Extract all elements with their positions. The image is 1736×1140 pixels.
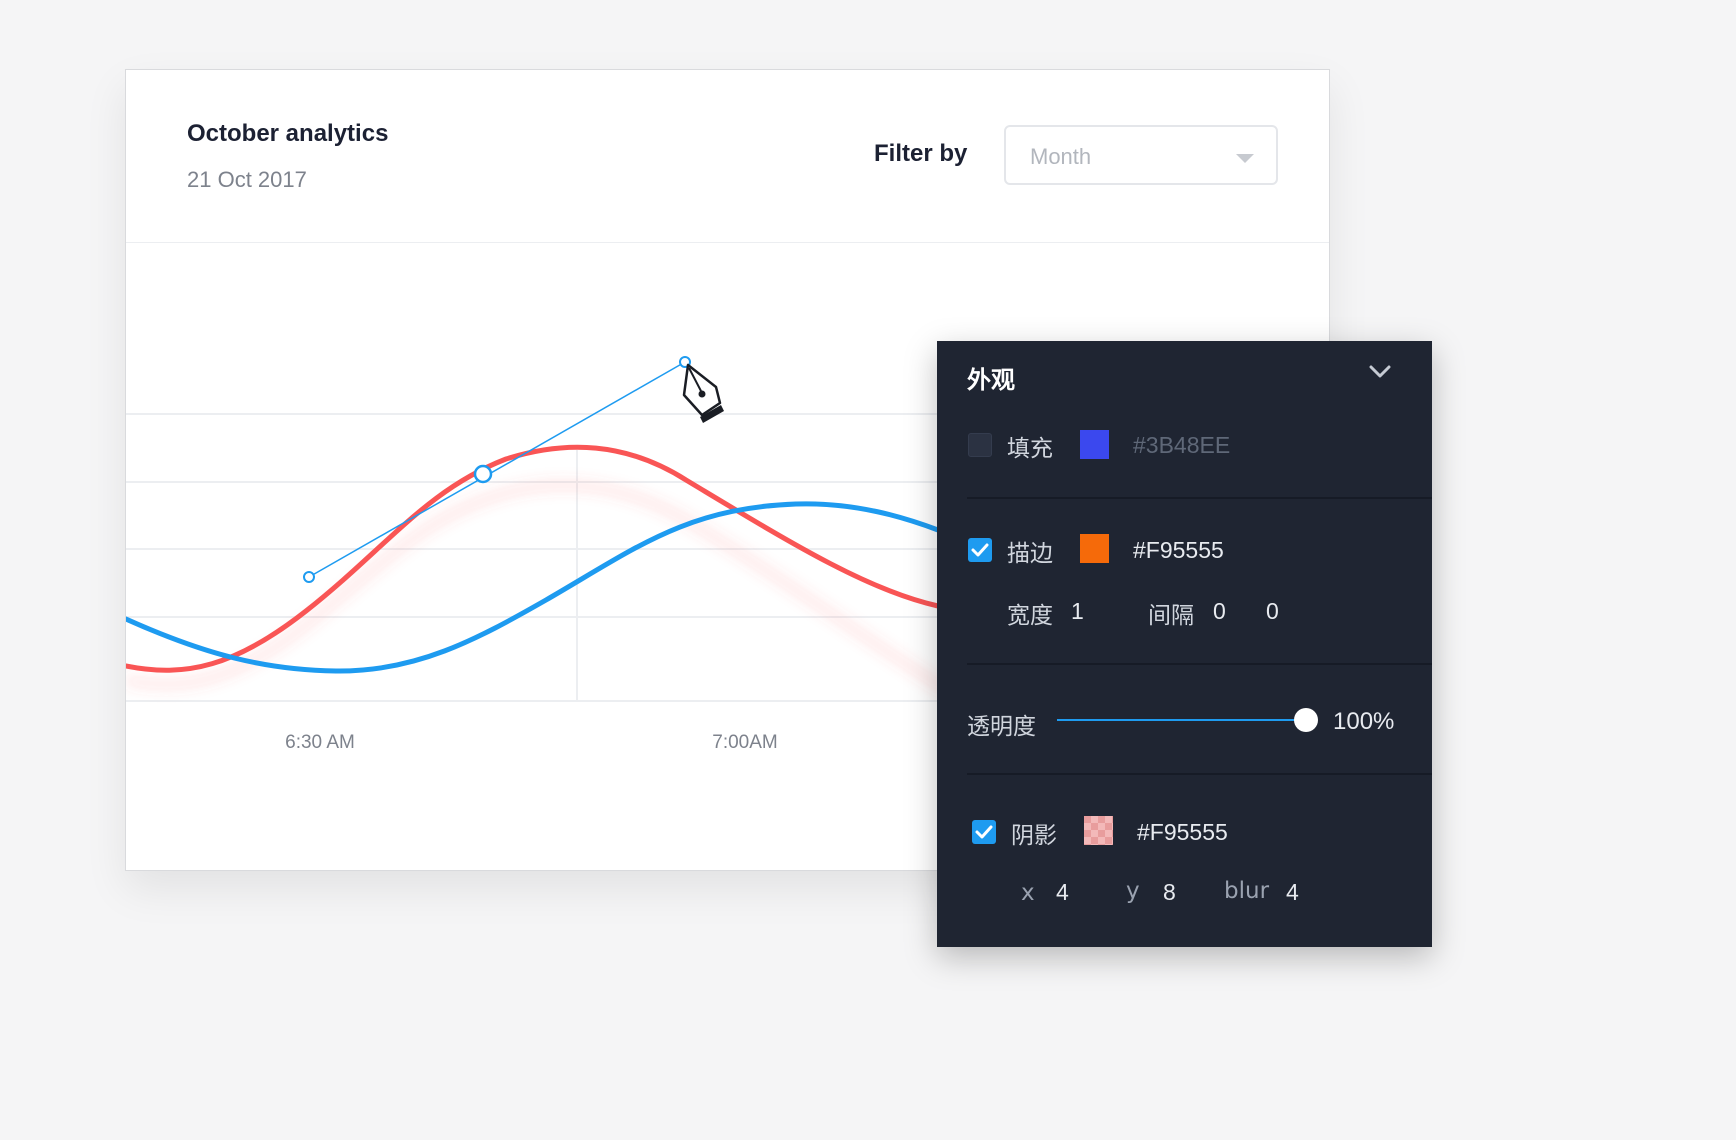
stroke-width-label: 宽度 — [1007, 603, 1053, 629]
stroke-width-value[interactable]: 1 — [1071, 598, 1084, 624]
header-divider — [126, 242, 1329, 243]
dropdown-caret-icon — [1236, 154, 1254, 163]
handle-point — [303, 571, 315, 583]
opacity-slider-track[interactable] — [1057, 719, 1303, 721]
card-title: October analytics — [187, 120, 389, 147]
shadow-x-label: x — [1021, 880, 1035, 906]
filter-dropdown[interactable]: Month — [1004, 125, 1278, 185]
stroke-hex[interactable]: #F95555 — [1133, 537, 1224, 563]
opacity-label: 透明度 — [967, 714, 1036, 740]
shadow-blur-value[interactable]: 4 — [1286, 879, 1299, 905]
shadow-color-swatch[interactable] — [1084, 816, 1113, 845]
blue-series-line — [126, 501, 941, 674]
stroke-label: 描边 — [1007, 541, 1053, 567]
fill-hex[interactable]: #3B48EE — [1133, 432, 1231, 458]
shadow-hex[interactable]: #F95555 — [1137, 819, 1228, 845]
x-tick-label: 6:30 AM — [285, 732, 355, 753]
handle-line — [308, 361, 686, 578]
section-divider — [967, 497, 1432, 499]
fill-color-swatch[interactable] — [1080, 430, 1109, 459]
section-divider — [967, 773, 1432, 775]
section-divider — [967, 663, 1432, 665]
filter-selected-value: Month — [1030, 144, 1092, 169]
x-tick-label: 7:00AM — [712, 732, 777, 753]
stroke-gap-value[interactable]: 0 — [1213, 598, 1226, 624]
red-series-line — [126, 444, 941, 673]
pen-tool-icon — [682, 363, 724, 423]
stroke-gap-value[interactable]: 0 — [1266, 598, 1279, 624]
check-icon — [975, 825, 993, 839]
anchor-point — [473, 464, 493, 484]
opacity-value[interactable]: 100% — [1333, 708, 1395, 735]
shadow-label: 阴影 — [1011, 823, 1057, 849]
chevron-down-icon[interactable] — [1369, 365, 1391, 379]
shadow-y-label: y — [1126, 878, 1140, 904]
shadow-checkbox[interactable] — [972, 820, 996, 844]
fill-checkbox[interactable] — [968, 433, 992, 457]
card-date: 21 Oct 2017 — [187, 167, 307, 192]
filter-label: Filter by — [874, 140, 968, 167]
appearance-panel: 外观 填充 #3B48EE 描边 #F95555 宽度 1 间隔 0 0 透明度… — [937, 341, 1432, 947]
fill-label: 填充 — [1007, 436, 1053, 462]
shadow-y-value[interactable]: 8 — [1163, 879, 1176, 905]
stroke-checkbox[interactable] — [968, 538, 992, 562]
panel-title: 外观 — [967, 366, 1015, 394]
opacity-slider-knob[interactable] — [1294, 708, 1318, 732]
shadow-blur-label: blur — [1224, 878, 1270, 904]
stroke-gap-label: 间隔 — [1148, 603, 1194, 629]
stroke-color-swatch[interactable] — [1080, 534, 1109, 563]
check-icon — [971, 543, 989, 557]
shadow-x-value[interactable]: 4 — [1056, 879, 1069, 905]
